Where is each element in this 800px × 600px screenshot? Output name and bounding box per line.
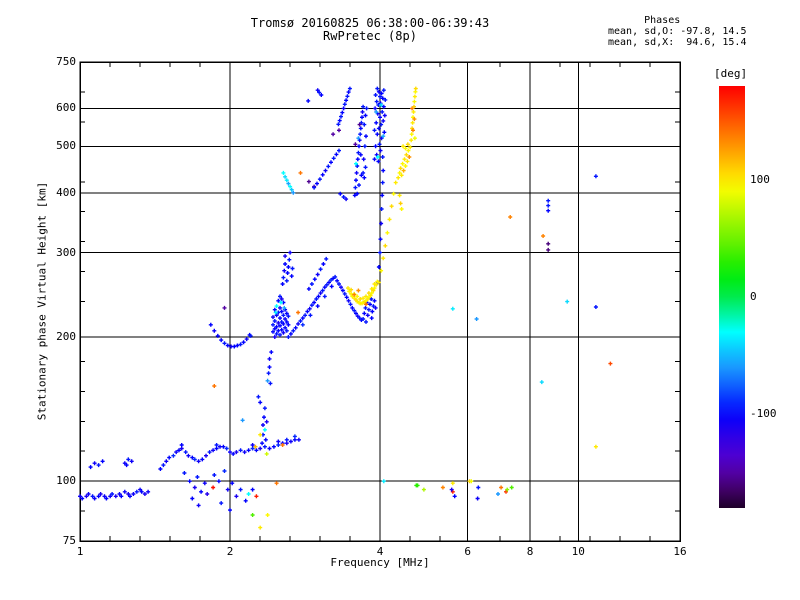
scatter-series-cyan-cluster-2.6-high	[281, 170, 317, 195]
colorbar-title: [deg]	[714, 67, 748, 80]
scatter-series-isolated-high	[450, 174, 613, 449]
scatter-series-e-layer-rising	[158, 434, 301, 471]
plot-subtitle: RwPretec (8p)	[323, 29, 417, 43]
y-tick-label: 500	[56, 139, 76, 153]
phase-stats: Phases mean, sd,O: -97.8, 14.5 mean, sd,X:…	[608, 15, 746, 48]
scatter-series-f-x-rising	[376, 86, 418, 285]
phase-stats-line: mean, sd,X: 94.6, 15.4	[608, 37, 747, 48]
x-tick-label: 10	[571, 545, 585, 558]
colorbar	[719, 86, 745, 508]
colorbar-tick-label: -100	[750, 407, 777, 421]
x-tick-label: 1	[76, 545, 84, 558]
y-tick-label: 200	[56, 329, 76, 343]
y-tick-label: 750	[56, 55, 76, 68]
x-tick-label: 4	[376, 545, 384, 558]
phase-stats-line: mean, sd,O: -97.8, 14.5	[608, 26, 747, 37]
scatter-series-f-o-steep-3.4	[306, 86, 352, 137]
x-tick-label: 16	[673, 545, 687, 558]
x-axis-label: Frequency [MHz]	[330, 556, 430, 569]
x-tick-label: 2	[226, 545, 234, 558]
y-tick-label: 400	[56, 185, 76, 199]
scatter-series-f-o-column-3.65	[352, 104, 369, 198]
scatter-series-f-o-rising	[286, 168, 386, 339]
scatter-series-f-cusp-2mhz	[208, 305, 253, 349]
scatter-series-f-cluster-2.6-upper	[280, 250, 295, 286]
scatter-series-e-region-scatter	[182, 469, 255, 513]
x-tick-label: 6	[464, 545, 472, 558]
scatter-series-f-o-column-4.0	[372, 86, 388, 164]
scatter-series-f-cluster-2.5	[271, 294, 291, 339]
scatter-series-scatter-columns-2.35	[256, 350, 274, 446]
title-block: Tromsø 20160825 06:38:00-06:39:43 RwPret…	[70, 17, 670, 43]
plot-title: Tromsø 20160825 06:38:00-06:39:43	[250, 16, 490, 30]
y-tick-label: 600	[56, 101, 76, 115]
scatter-series-e-layer-flat	[78, 457, 151, 501]
x-tick-label: 8	[526, 545, 534, 558]
scatter-series-sporadic-low	[211, 310, 514, 530]
scatter-series-f-o-diagonal	[312, 148, 349, 202]
scatter-series-f-x-cusp	[346, 279, 380, 307]
colorbar-tick-label: 0	[750, 290, 757, 303]
y-tick-label: 75	[62, 534, 76, 547]
y-tick-label: 100	[56, 474, 76, 488]
colorbar-tick-label: 100	[750, 172, 770, 186]
phase-stats-line: Phases	[608, 15, 681, 26]
y-tick-label: 300	[56, 245, 76, 259]
